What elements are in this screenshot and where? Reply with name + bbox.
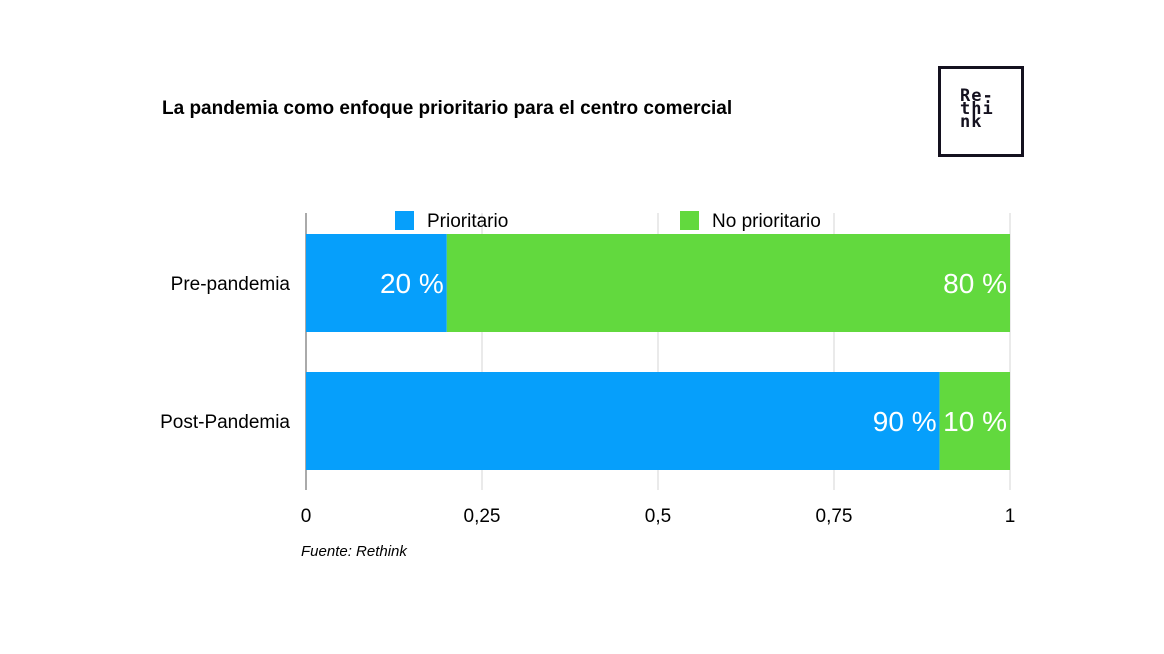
category-label: Post-Pandemia xyxy=(160,412,290,433)
data-label: 10 % xyxy=(943,406,1007,437)
data-label: 80 % xyxy=(943,268,1007,299)
x-tick-label: 0,5 xyxy=(645,506,671,527)
bar-segment-prioritario xyxy=(306,372,940,470)
data-label: 90 % xyxy=(873,406,937,437)
category-label: Pre-pandemia xyxy=(171,274,291,295)
chart-source: Fuente: Rethink xyxy=(301,543,407,560)
legend-label: Prioritario xyxy=(427,211,508,232)
x-tick-label: 0,25 xyxy=(464,506,501,527)
logo-line-1: Re- xyxy=(960,86,994,106)
x-tick-label: 0,75 xyxy=(816,506,853,527)
legend-label: No prioritario xyxy=(712,211,821,232)
logo-wordmark: Re- thi nk xyxy=(960,86,994,132)
x-tick-label: 0 xyxy=(301,506,312,527)
x-tick-label: 1 xyxy=(1005,506,1016,527)
legend-swatch xyxy=(680,211,699,230)
bar-segment-no-prioritario xyxy=(939,372,1010,470)
rethink-logo: Re- thi nk xyxy=(938,66,1024,157)
logo-line-3: nk xyxy=(960,112,983,132)
bar-segment-no-prioritario xyxy=(446,234,1010,332)
chart-title: La pandemia como enfoque prioritario par… xyxy=(162,98,733,119)
logo-line-2: thi xyxy=(960,99,994,119)
legend-swatch xyxy=(395,211,414,230)
data-label: 20 % xyxy=(380,268,444,299)
bar-segment-prioritario xyxy=(306,234,447,332)
